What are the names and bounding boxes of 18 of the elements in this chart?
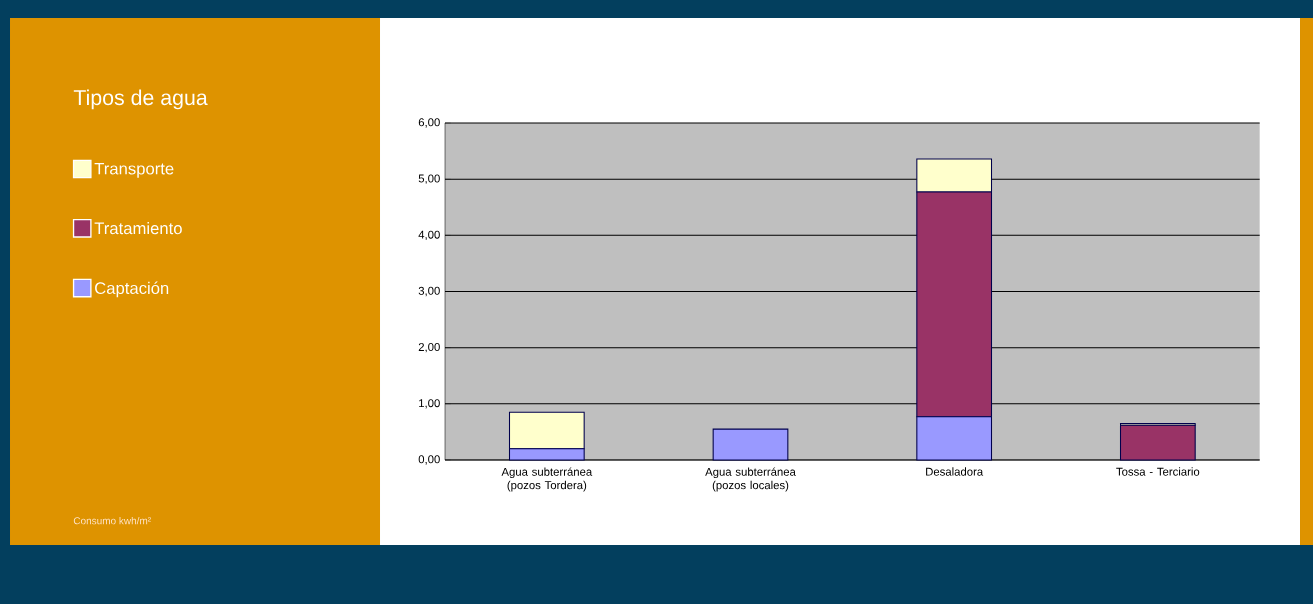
legend-title: Tipos de agua <box>73 89 208 110</box>
y-tick-label: 3,00 <box>418 286 440 297</box>
bar <box>1119 424 1196 461</box>
y-tick-label: 5,00 <box>418 174 440 184</box>
x-tick-label: Desaladora <box>926 467 984 476</box>
x-tick-label: Tossa - Terciario <box>1116 467 1200 476</box>
y-tick-label: 0,00 <box>418 455 440 465</box>
legend-label: Captación <box>95 281 169 298</box>
legend-label: Tratamiento <box>94 221 182 235</box>
bar <box>712 428 789 461</box>
y-tick-label: 2,00 <box>418 342 440 353</box>
y-tick-label: 1,00 <box>419 399 440 409</box>
x-tick-label: Agua subterránea (pozos Tordera) <box>501 467 593 492</box>
x-tick-label: Agua subterránea (pozos locales) <box>705 467 796 492</box>
y-tick-label: 4,00 <box>418 230 440 240</box>
text: Consumo kwh/m² <box>73 517 151 525</box>
y-tick-label: 6,00 <box>418 118 440 128</box>
legend-label: Transporte <box>94 162 174 178</box>
